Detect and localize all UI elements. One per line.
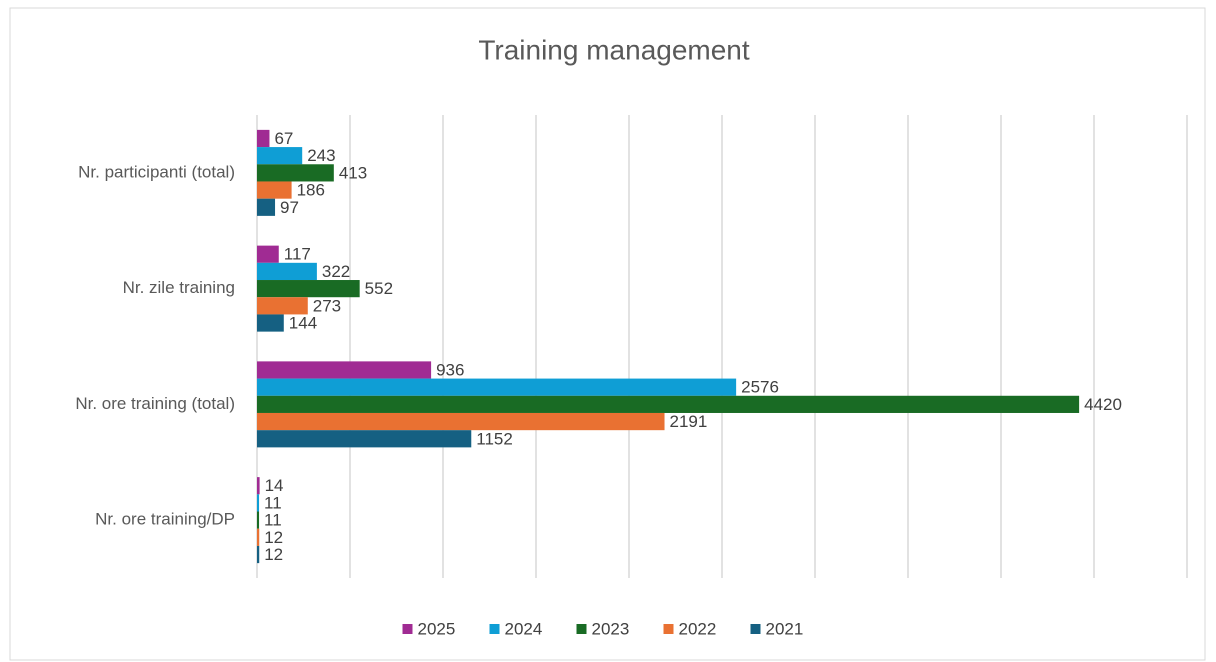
data-label: 2191	[670, 412, 708, 431]
bar	[257, 412, 665, 431]
data-label: 186	[297, 181, 325, 200]
data-label: 2576	[741, 378, 779, 397]
data-label: 14	[265, 476, 284, 495]
chart-title: Training management	[478, 34, 750, 65]
bar	[257, 511, 260, 529]
data-label: 4420	[1084, 395, 1122, 414]
bar	[257, 528, 260, 546]
legend-label: 2024	[505, 619, 543, 638]
data-label: 12	[264, 528, 283, 547]
bar	[257, 262, 317, 281]
data-label: 12	[264, 545, 283, 564]
bar	[257, 280, 360, 298]
chart-frame	[9, 7, 1206, 661]
bar	[257, 129, 270, 148]
bar	[257, 297, 308, 315]
data-label: 11	[264, 493, 282, 512]
data-label: 144	[289, 314, 317, 333]
bar	[257, 430, 472, 448]
data-label: 413	[339, 163, 367, 182]
y-tick-label: Nr. participanti (total)	[78, 162, 235, 181]
bar	[257, 477, 260, 495]
legend-swatch	[663, 624, 674, 634]
bar	[257, 164, 334, 182]
bar	[257, 494, 260, 512]
y-tick-label: Nr. ore training (total)	[75, 394, 235, 413]
legend-label: 2021	[766, 619, 804, 638]
bar	[257, 198, 276, 216]
bar	[257, 245, 279, 263]
data-label: 243	[307, 146, 335, 165]
bar	[257, 181, 292, 199]
bar	[257, 395, 1080, 413]
data-label: 67	[274, 129, 293, 148]
bar	[257, 314, 284, 332]
data-label: 117	[284, 245, 311, 264]
legend-label: 2022	[679, 619, 717, 638]
legend-swatch	[489, 624, 500, 634]
bar	[257, 378, 737, 396]
legend-label: 2023	[592, 619, 630, 638]
data-label: 11	[264, 511, 282, 530]
data-label: 1152	[476, 429, 513, 448]
data-label: 322	[322, 262, 350, 281]
legend-swatch	[750, 624, 761, 634]
legend-swatch	[402, 624, 413, 634]
y-tick-label: Nr. ore training/DP	[95, 510, 235, 529]
data-label: 97	[280, 198, 299, 217]
y-tick-label: Nr. zile training	[123, 278, 235, 297]
legend-label: 2025	[418, 619, 456, 638]
bar	[257, 545, 260, 564]
data-label: 936	[436, 360, 464, 379]
bar	[257, 361, 432, 379]
data-label: 273	[313, 296, 341, 315]
bar	[257, 147, 303, 165]
data-label: 552	[365, 279, 393, 298]
legend-swatch	[576, 624, 587, 634]
